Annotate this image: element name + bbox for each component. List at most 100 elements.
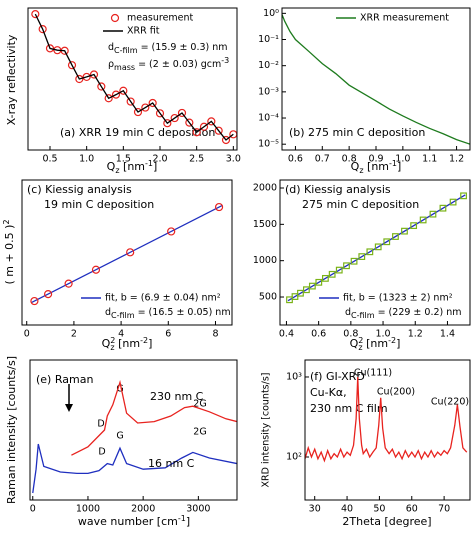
label-sup: 2 (110, 336, 115, 345)
x-tick-label: 0.5 (42, 154, 57, 165)
label-sub: z (359, 166, 363, 175)
panel-subtitle: 275 min C deposition (302, 198, 419, 211)
plot-frame (304, 359, 471, 501)
label-sup: 2 (2, 219, 11, 224)
data-point (185, 118, 194, 127)
note: Cu-Kα, (310, 386, 347, 399)
label-part: ] (397, 160, 401, 173)
x-tick-label: 50 (373, 504, 385, 515)
note-sub: mass (114, 63, 135, 72)
legend-label: XRR measurement (360, 13, 449, 24)
data-point (67, 61, 77, 70)
data-point (43, 290, 53, 299)
data-point (214, 126, 223, 135)
data-point (315, 278, 323, 286)
x-axis-label: Q2 z [nm-2] (102, 336, 153, 352)
panel-title: (f) GI-XRD (310, 370, 365, 383)
data-point (192, 128, 201, 137)
plot-frame (279, 179, 471, 326)
x-tick-label: 1000 (76, 504, 100, 515)
data-point (167, 227, 176, 236)
y-tick-label: 1000 (253, 255, 277, 266)
label-part: ] (396, 337, 400, 350)
series-line (71, 379, 237, 456)
x-tick-label: 6 (165, 329, 171, 340)
x-tick-label: 3.0 (226, 154, 241, 165)
y-tick-label: 10⁰ (263, 8, 279, 19)
plot-area (30, 202, 224, 306)
peak-label: Cu(220) (431, 397, 469, 408)
x-tick-label: 0.6 (288, 154, 303, 165)
x-tick-label: 3000 (186, 504, 210, 515)
x-tick-label: 60 (406, 504, 418, 515)
note-sup: -3 (221, 56, 229, 65)
data-point (449, 198, 457, 206)
x-tick-label: 0 (30, 504, 36, 515)
legend-label: XRR fit (127, 26, 160, 37)
peak-label: Cu(200) (377, 387, 415, 398)
label-sup: -2 (140, 336, 148, 345)
series-line (34, 13, 234, 141)
label-sub: z (358, 343, 362, 352)
data-point (401, 227, 408, 235)
y-tick-label: 10³ (286, 371, 302, 382)
note: 230 nm C film (310, 402, 388, 415)
x-tick-label: 2.5 (189, 154, 204, 165)
x-tick-label: 30 (309, 504, 321, 515)
data-point (429, 210, 437, 218)
y-tick-label: 10⁻¹ (258, 34, 279, 45)
data-point (75, 74, 84, 84)
series-line (305, 376, 468, 463)
note: dC-film = (15.9 ± 0.3) nm (108, 42, 228, 55)
x-tick-label: 0.9 (368, 154, 383, 165)
x-tick-label: 8 (212, 329, 218, 340)
data-point (297, 289, 304, 297)
y-tick-label: 10⁻³ (258, 86, 279, 97)
note-part: = (229 ± 0.2) nm (375, 307, 462, 318)
plot-area (31, 10, 237, 145)
label-sup: 2 (358, 336, 363, 345)
label-part: [nm (363, 337, 388, 350)
label-part: ( m + 0.5 ) (3, 225, 16, 285)
data-point (322, 274, 329, 282)
panel-title: (a) XRR 19 min C deposition (60, 126, 215, 139)
label-sup: -1 (145, 159, 153, 168)
x-tick-label: 0 (24, 329, 30, 340)
x-tick-label: 0.8 (343, 329, 358, 340)
label-part: [nm (364, 160, 389, 173)
x-tick-label: 2 (71, 329, 77, 340)
label-part: ] (148, 337, 152, 350)
legend-swatch (110, 13, 120, 23)
y-tick-label: 10⁻⁴ (258, 113, 279, 124)
label-part: Q (350, 337, 359, 350)
plot-area (286, 192, 467, 304)
x-axis-label: Qz [nm-1] (351, 159, 402, 175)
data-point (308, 282, 316, 290)
x-tick-label: 1.2 (408, 329, 423, 340)
x-tick-label: 70 (438, 504, 450, 515)
label-part: ] (153, 160, 157, 173)
data-point (82, 72, 91, 82)
data-point (303, 286, 310, 294)
plot-frame (27, 7, 238, 151)
x-axis-label: 2Theta [degree] (342, 515, 431, 528)
y-tick-label: 10⁻⁵ (258, 139, 279, 150)
panel-title: (d) Kiessig analysis (285, 183, 391, 196)
x-tick-label: 1.0 (375, 329, 390, 340)
data-point (155, 109, 165, 118)
y-tick-label: 10⁻² (258, 60, 279, 71)
series-line (32, 443, 237, 494)
plot-area (282, 14, 470, 145)
y-axis-label: ( m + 0.5 )2 (2, 219, 17, 284)
label-sub: z (115, 166, 119, 175)
data-point (366, 248, 374, 256)
note: dC-film = (229 ± 0.2) nm (345, 307, 462, 320)
label-part: ] (186, 515, 190, 528)
label-part: [nm (120, 160, 145, 173)
data-point (89, 70, 99, 79)
data-point (328, 270, 336, 278)
series-label: 16 nm C (148, 457, 195, 470)
panel-title: (b) 275 min C deposition (289, 126, 425, 139)
